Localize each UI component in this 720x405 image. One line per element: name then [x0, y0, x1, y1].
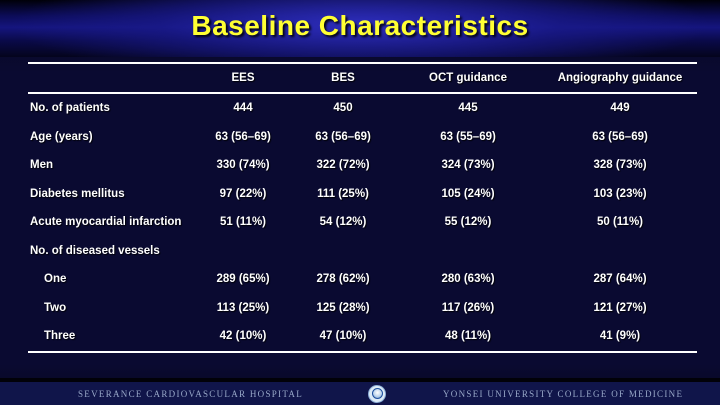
cell-value: 330 (74%): [216, 159, 270, 172]
cell-value: 324 (73%): [441, 159, 495, 172]
table-row-men: Men 330 (74%) 322 (72%) 324 (73%) 328 (7…: [28, 151, 697, 180]
table-section-no-of-diseased-vessels: No. of diseased vessels: [28, 237, 697, 266]
baseline-characteristics-table: EES BES OCT guidance Angiography guidanc…: [28, 62, 697, 353]
cell-value: 63 (55–69): [440, 130, 496, 143]
cell-value: 449: [610, 102, 630, 115]
cell-value: 280 (63%): [441, 273, 495, 286]
cell-value: 41 (9%): [599, 330, 641, 343]
cell-value: 47 (10%): [319, 330, 367, 343]
table-row-one-vessel: One 289 (65%) 278 (62%) 280 (63%) 287 (6…: [28, 265, 697, 294]
cell-value: 450: [333, 102, 353, 115]
row-label: Acute myocardial infarction: [30, 216, 182, 229]
table-header-row: EES BES OCT guidance Angiography guidanc…: [28, 64, 697, 94]
cell-value: 103 (23%): [593, 187, 647, 200]
table-row-three-vessels: Three 42 (10%) 47 (10%) 48 (11%) 41 (9%): [28, 322, 697, 351]
cell-value: 117 (26%): [441, 301, 495, 314]
footer-hospital-name: SEVERANCE CARDIOVASCULAR HOSPITAL: [78, 388, 304, 399]
cell-value: 63 (56–69): [592, 130, 648, 143]
cell-value: 63 (56–69): [315, 130, 371, 143]
page-title: Baseline Characteristics: [191, 9, 529, 41]
cell-value: 121 (27%): [593, 301, 647, 314]
table-row-age: Age (years) 63 (56–69) 63 (56–69) 63 (55…: [28, 123, 697, 152]
row-label: Age (years): [30, 130, 93, 143]
table-row-acute-myocardial-infarction: Acute myocardial infarction 51 (11%) 54 …: [28, 208, 697, 237]
seal-emblem-icon: [371, 388, 383, 399]
cell-value: 289 (65%): [216, 273, 270, 286]
table-row-diabetes-mellitus: Diabetes mellitus 97 (22%) 111 (25%) 105…: [28, 180, 697, 209]
table-row-two-vessels: Two 113 (25%) 125 (28%) 117 (26%) 121 (2…: [28, 294, 697, 323]
cell-value: 322 (72%): [316, 159, 370, 172]
row-label: Men: [30, 159, 53, 172]
column-header-bes: BES: [331, 72, 355, 84]
cell-value: 445: [458, 102, 478, 115]
cell-value: 50 (11%): [596, 216, 644, 229]
column-header-angiography-guidance: Angiography guidance: [557, 72, 683, 84]
row-label: One: [44, 273, 67, 286]
cell-value: 97 (22%): [219, 187, 267, 200]
title-band: Baseline Characteristics: [0, 0, 720, 57]
cell-value: 51 (11%): [219, 216, 267, 229]
cell-value: 111 (25%): [317, 187, 369, 200]
row-label: No. of patients: [30, 102, 110, 115]
table-row-no-of-patients: No. of patients 444 450 445 449: [28, 94, 697, 123]
cell-value: 105 (24%): [441, 187, 495, 200]
footer-college-name: YONSEI UNIVERSITY COLLEGE OF MEDICINE: [443, 388, 684, 399]
cell-value: 328 (73%): [593, 159, 647, 172]
column-header-ees: EES: [231, 72, 255, 84]
row-label: Three: [44, 330, 76, 343]
row-label: Diabetes mellitus: [30, 187, 125, 200]
cell-value: 42 (10%): [219, 330, 267, 343]
cell-value: 54 (12%): [319, 216, 367, 229]
cell-value: 287 (64%): [593, 273, 647, 286]
cell-value: 63 (56–69): [215, 130, 271, 143]
cell-value: 125 (28%): [316, 301, 370, 314]
cell-value: 55 (12%): [444, 216, 492, 229]
row-label: Two: [44, 301, 67, 314]
cell-value: 278 (62%): [316, 273, 370, 286]
cell-value: 48 (11%): [444, 330, 492, 343]
footer-bar: SEVERANCE CARDIOVASCULAR HOSPITAL YONSEI…: [0, 378, 720, 405]
yonsei-university-seal-icon: [368, 384, 386, 403]
column-header-oct-guidance: OCT guidance: [429, 72, 507, 84]
cell-value: 444: [233, 102, 253, 115]
section-label: No. of diseased vessels: [30, 244, 160, 257]
cell-value: 113 (25%): [216, 301, 270, 314]
